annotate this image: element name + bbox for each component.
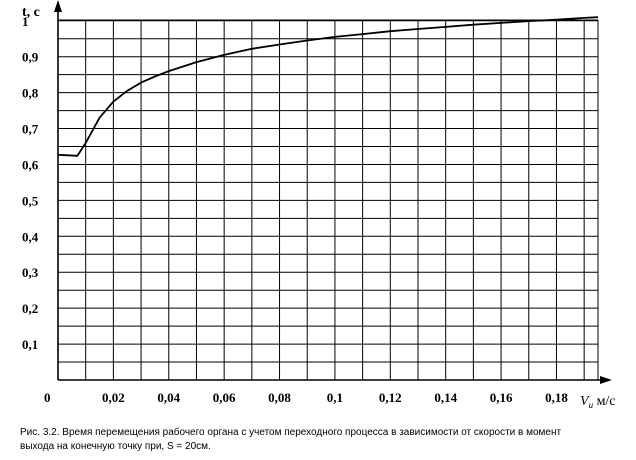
x-tick-label: 0,16 xyxy=(490,390,513,405)
x-axis-unit: м/с xyxy=(593,394,615,409)
chart: 0,1 0,2 0,3 0,4 0,5 0,6 0,7 0,8 0,9 1 0,02 0,04 0,06… xyxy=(22,0,616,410)
origin-label: 0 xyxy=(44,390,51,405)
x-axis-subscript: и xyxy=(589,400,594,410)
x-axis-arrow xyxy=(600,376,612,384)
y-tick-label: 0,5 xyxy=(22,193,39,208)
y-tick-label: 0,2 xyxy=(22,301,38,316)
x-tick-label: 0,12 xyxy=(379,390,402,405)
series-line-group xyxy=(57,16,599,157)
axes xyxy=(54,0,612,384)
y-tick-label: 0,3 xyxy=(22,265,39,280)
grid xyxy=(58,19,599,380)
x-tick-label: 0,1 xyxy=(327,390,343,405)
y-tick-label: 0,4 xyxy=(22,229,39,244)
y-axis-arrow xyxy=(54,0,62,12)
figure-caption: Рис. 3.2. Время перемещения рабочего орг… xyxy=(20,426,626,454)
x-tick-label: 0,18 xyxy=(545,390,568,405)
y-tick-label: 0,6 xyxy=(22,157,39,172)
y-tick-label: 0,1 xyxy=(22,337,38,352)
x-tick-label: 0,06 xyxy=(213,390,236,405)
x-axis-title: Vи м/с xyxy=(580,394,616,410)
series-line xyxy=(57,16,599,157)
y-tick-label: 1 xyxy=(22,14,29,29)
caption-line-2: выхода на конечную точку при, S = 20см. xyxy=(20,441,211,452)
y-axis-title: t, с xyxy=(22,5,40,20)
x-tick-label: 0,04 xyxy=(157,390,180,405)
y-tick-label: 0,8 xyxy=(22,86,39,101)
x-tick-label: 0,02 xyxy=(102,390,125,405)
x-tick-label: 0,08 xyxy=(268,390,291,405)
y-tick-label: 0,9 xyxy=(22,50,39,65)
y-tick-label: 0,7 xyxy=(22,122,39,137)
x-tick-label: 0,14 xyxy=(434,390,457,405)
tick-labels: 0,1 0,2 0,3 0,4 0,5 0,6 0,7 0,8 0,9 1 0,02 0,04 0,06… xyxy=(22,14,568,405)
x-axis-symbol: V xyxy=(580,394,590,409)
caption-line-1: Рис. 3.2. Время перемещения рабочего орг… xyxy=(20,427,562,438)
